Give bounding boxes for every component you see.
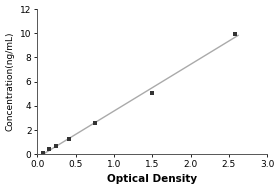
- Point: [150, 91, 155, 94]
- Point: [92, 121, 97, 124]
- Point: [67, 137, 72, 140]
- Point: [54, 144, 59, 147]
- Point: [233, 33, 237, 36]
- Point: [46, 148, 51, 151]
- Y-axis label: Concentration(ng/mL): Concentration(ng/mL): [6, 32, 15, 131]
- X-axis label: Optical Density: Optical Density: [107, 174, 197, 184]
- Point: [41, 152, 46, 155]
